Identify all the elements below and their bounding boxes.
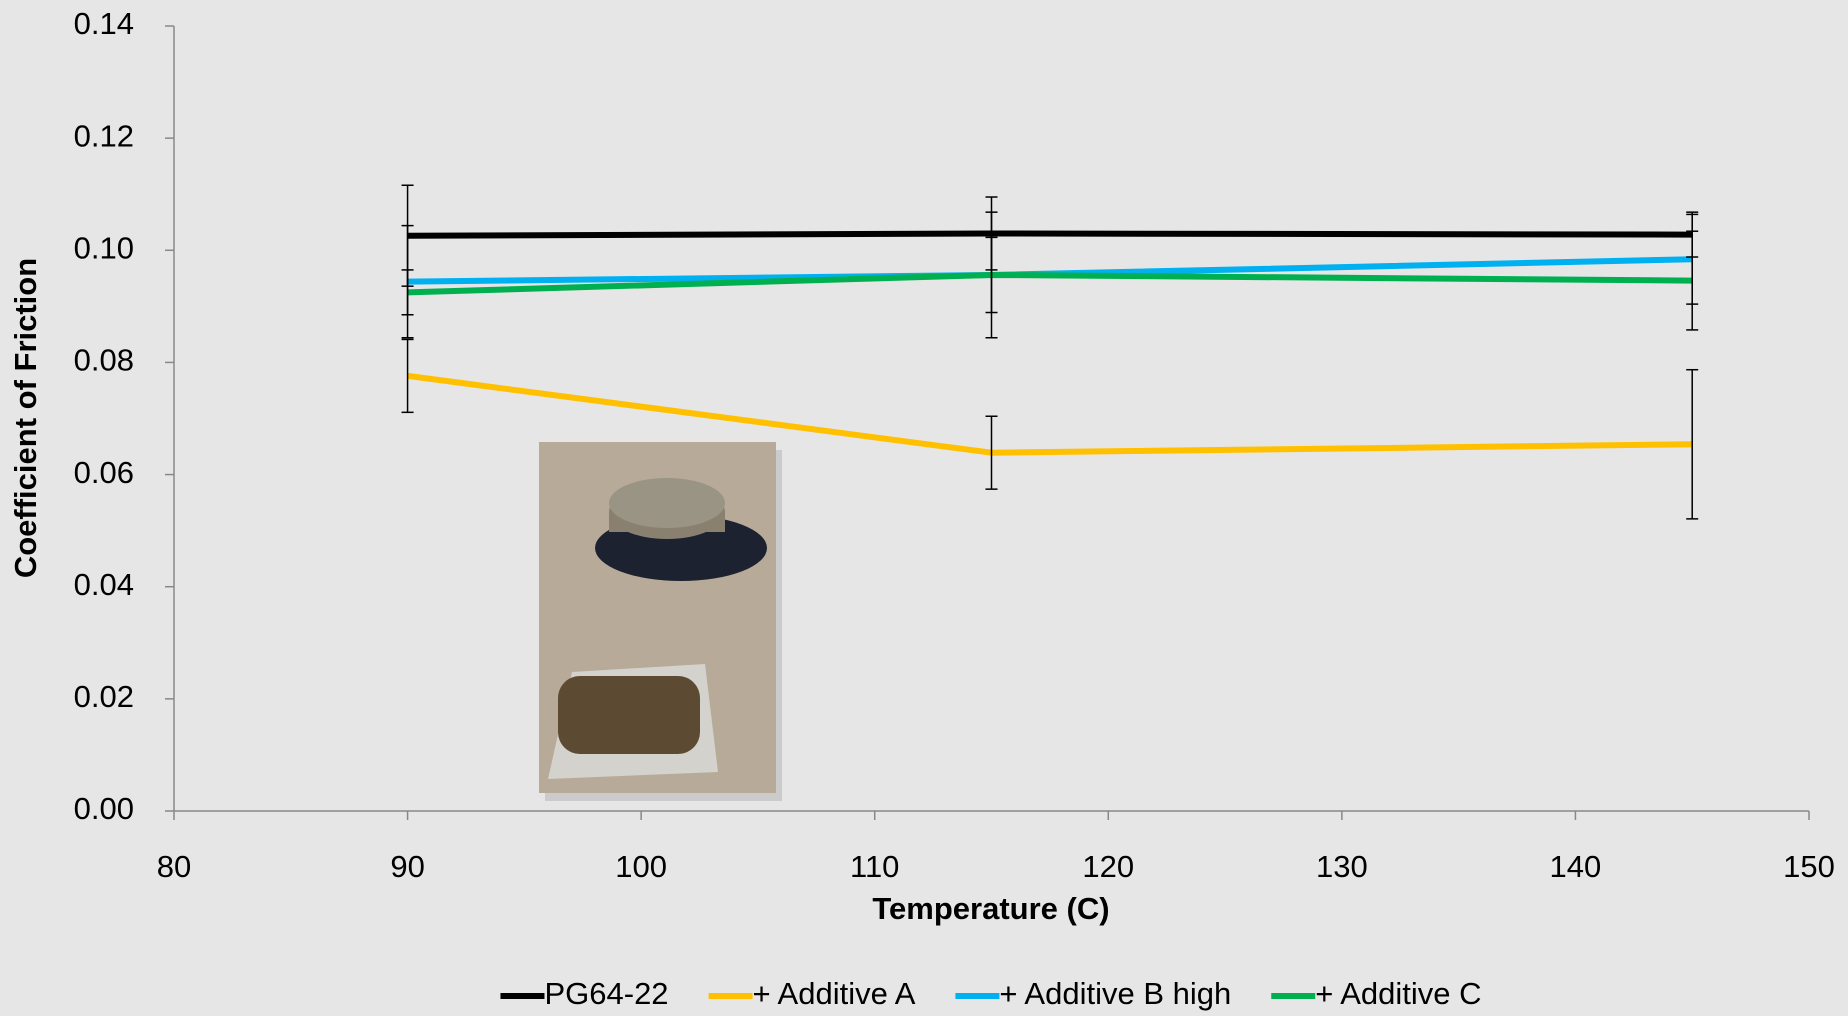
x-axis-title: Temperature (C) <box>872 891 1109 926</box>
error-bar <box>401 338 414 414</box>
error-bar <box>401 269 414 316</box>
y-tick-label: 0.12 <box>74 118 134 153</box>
error-bar <box>1686 230 1699 331</box>
legend-item: + Additive A <box>708 976 916 1011</box>
photo-puck-top <box>609 478 725 528</box>
x-tick-label: 150 <box>1783 849 1835 884</box>
x-tick-label: 120 <box>1082 849 1134 884</box>
y-tick-label: 0.06 <box>74 455 134 490</box>
x-tick-label: 110 <box>850 849 899 884</box>
legend-item: PG64-22 <box>500 976 669 1011</box>
legend-item: + Additive C <box>1271 976 1482 1011</box>
error-bar <box>985 211 998 339</box>
legend-item: + Additive B high <box>955 976 1231 1011</box>
legend-label: + Additive C <box>1315 976 1481 1011</box>
x-tick-label: 140 <box>1550 849 1602 884</box>
legend-label: PG64-22 <box>544 976 668 1011</box>
y-tick-label: 0.14 <box>74 6 134 41</box>
inset-photo <box>539 442 782 801</box>
legend-label: + Additive B high <box>999 976 1231 1011</box>
y-tick-label: 0.02 <box>74 679 134 714</box>
y-tick-label: 0.08 <box>74 343 134 378</box>
legend-label: + Additive A <box>753 976 916 1011</box>
x-tick-label: 130 <box>1316 849 1368 884</box>
photo-sample <box>558 676 700 754</box>
y-axis-title: Coefficient of Friction <box>8 258 43 578</box>
legend: PG64-22 + Additive A + Additive B high + Ad… <box>500 976 1482 1011</box>
x-tick-label: 80 <box>157 849 191 884</box>
x-tick-label: 90 <box>390 849 424 884</box>
x-tick-label: 100 <box>615 849 667 884</box>
error-bar <box>1686 368 1699 520</box>
error-bar <box>985 415 998 490</box>
series-line <box>407 230 1693 239</box>
y-tick-label: 0.04 <box>74 567 134 602</box>
y-tick-label: 0.00 <box>74 791 134 826</box>
y-tick-label: 0.10 <box>74 230 134 265</box>
